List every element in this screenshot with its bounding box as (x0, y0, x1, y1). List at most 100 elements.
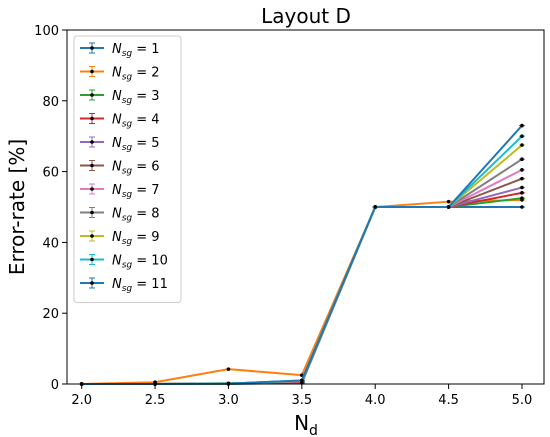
data-point (446, 205, 451, 209)
x-axis-label-sub: d (309, 423, 318, 437)
x-axis-label-main: N (294, 411, 309, 435)
legend-marker (90, 163, 94, 168)
legend-item: Nsg = 7 (80, 183, 160, 200)
legend-item: Nsg = 1 (80, 42, 160, 59)
x-tick-label: 3.0 (218, 393, 239, 408)
legend-label: Nsg = 9 (112, 230, 160, 247)
legend-marker (90, 116, 94, 121)
legend-label-prefix: N (112, 230, 122, 245)
legend-label-sub: sg (122, 73, 133, 83)
legend-marker (90, 281, 94, 285)
x-tick-label: 5.0 (512, 393, 533, 408)
x-tick-label: 4.5 (438, 393, 459, 408)
legend-label: Nsg = 5 (112, 136, 160, 153)
legend-item: Nsg = 11 (80, 277, 168, 294)
data-point (373, 205, 378, 209)
legend-label-sub: sg (122, 237, 133, 247)
legend-label-sub: sg (122, 284, 133, 294)
legend-item: Nsg = 8 (80, 207, 160, 224)
legend-label-value: = 2 (132, 66, 159, 81)
y-tick-label: 20 (42, 307, 59, 322)
legend-label: Nsg = 1 (112, 42, 160, 59)
x-tick-label: 4.0 (365, 393, 386, 408)
legend-label-sub: sg (122, 143, 133, 153)
legend-label-prefix: N (112, 136, 122, 151)
legend-marker (90, 257, 94, 262)
legend-label-prefix: N (112, 254, 122, 269)
legend-label: Nsg = 8 (112, 207, 160, 224)
legend-label-prefix: N (112, 66, 122, 81)
legend-label-value: = 10 (132, 254, 168, 269)
legend-label-sub: sg (122, 120, 133, 130)
legend-label-value: = 9 (132, 230, 159, 245)
legend-marker (90, 69, 94, 74)
legend-marker (90, 187, 94, 191)
legend-label: Nsg = 3 (112, 89, 160, 106)
legend-label-prefix: N (112, 183, 122, 198)
data-point (520, 143, 524, 147)
legend-marker (90, 210, 94, 215)
x-tick-label: 2.5 (145, 393, 166, 408)
legend-label-prefix: N (112, 207, 122, 222)
legend-label: Nsg = 11 (112, 277, 168, 294)
legend-label-sub: sg (122, 96, 133, 106)
legend-label-sub: sg (122, 214, 133, 224)
data-point (446, 199, 451, 204)
legend-marker (90, 140, 94, 144)
legend-label: Nsg = 7 (112, 183, 160, 200)
x-axis-ticks: 2.0 2.5 3.0 3.5 4.0 4.5 5.0 (71, 384, 532, 408)
legend-label-value: = 8 (132, 207, 159, 222)
legend-label-prefix: N (112, 113, 122, 128)
data-point (520, 123, 524, 128)
legend-label-value: = 4 (132, 113, 159, 128)
legend-label-prefix: N (112, 89, 122, 104)
y-tick-label: 60 (42, 166, 59, 181)
data-point (520, 185, 524, 190)
legend-label-value: = 3 (132, 89, 159, 104)
legend-label: Nsg = 2 (112, 66, 160, 83)
legend-marker (90, 234, 94, 238)
legend-label-prefix: N (112, 160, 122, 175)
legend-label-value: = 7 (132, 183, 159, 198)
data-point (300, 378, 304, 383)
data-point (520, 191, 524, 195)
y-axis-ticks: 0 20 40 60 80 100 (34, 24, 67, 393)
legend-label-value: = 6 (132, 160, 159, 175)
data-point (520, 176, 524, 181)
legend-label-sub: sg (122, 261, 133, 271)
legend-item: Nsg = 2 (80, 66, 160, 83)
legend-label: Nsg = 4 (112, 113, 160, 130)
legend-label-sub: sg (122, 167, 133, 177)
legend-label-prefix: N (112, 42, 122, 57)
y-tick-label: 0 (51, 378, 59, 393)
x-tick-label: 3.5 (291, 393, 312, 408)
legend-label-sub: sg (122, 190, 133, 200)
x-axis-label: Nd (294, 411, 318, 437)
data-point (226, 367, 231, 371)
legend-item: Nsg = 6 (80, 160, 160, 177)
legend-label: Nsg = 6 (112, 160, 160, 177)
y-axis-label: Error-rate [%] (5, 139, 29, 275)
legend-label-prefix: N (112, 277, 122, 292)
chart-title: Layout D (261, 4, 351, 28)
legend-item: Nsg = 5 (80, 136, 160, 153)
x-tick-label: 2.0 (71, 393, 92, 408)
legend-label-value: = 1 (132, 42, 159, 57)
data-point (520, 134, 524, 138)
legend-item: Nsg = 9 (80, 230, 160, 247)
legend-label-sub: sg (122, 49, 133, 59)
legend-marker (90, 46, 94, 50)
y-tick-label: 80 (42, 95, 59, 110)
legend-label: Nsg = 10 (112, 254, 168, 271)
data-point (520, 157, 524, 162)
data-point (520, 196, 524, 200)
legend-item: Nsg = 10 (80, 254, 168, 271)
legend-item: Nsg = 4 (80, 113, 160, 130)
legend-label-value: = 5 (132, 136, 159, 151)
data-point (520, 205, 524, 209)
data-point (520, 168, 524, 172)
y-tick-label: 40 (42, 236, 59, 251)
